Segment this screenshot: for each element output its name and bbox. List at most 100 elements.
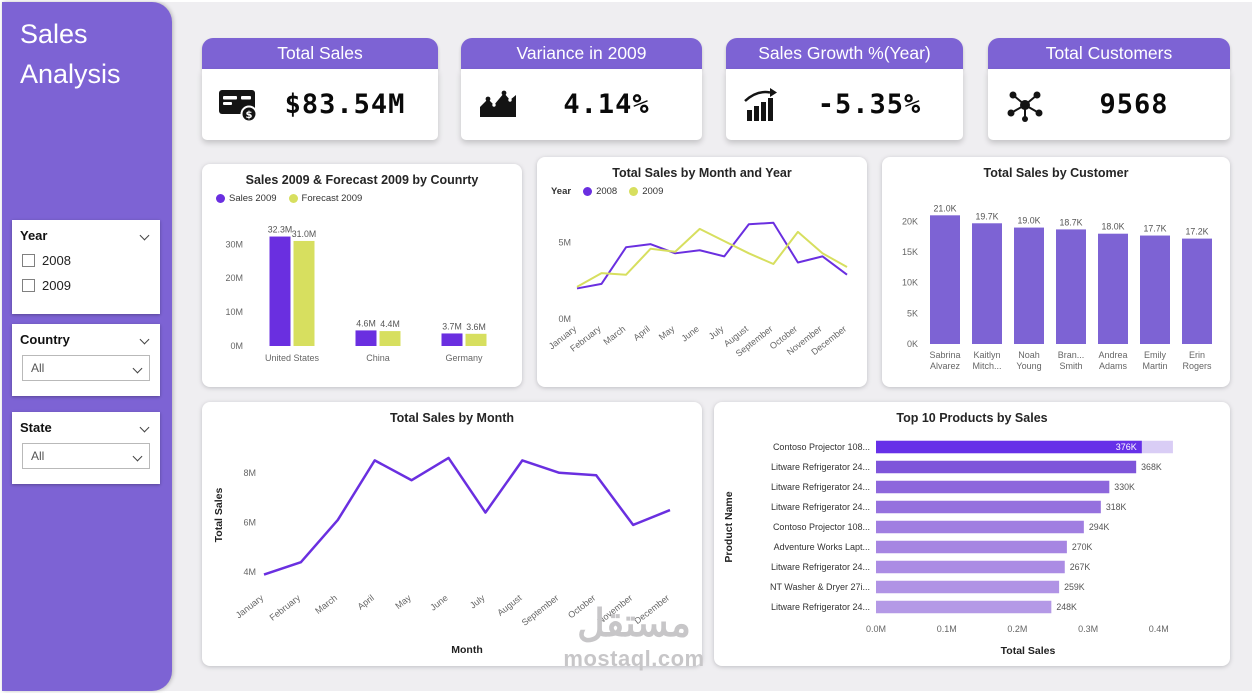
svg-text:Sabrina: Sabrina	[929, 350, 960, 360]
kpi-body: -5.35%	[726, 69, 963, 140]
kpi-card-total-customers: Total Customers	[988, 38, 1230, 140]
legend-item-sales-2009[interactable]: Sales 2009	[216, 193, 277, 204]
report-title: Sales Analysis	[20, 19, 121, 89]
svg-text:$: $	[246, 109, 253, 120]
country-slicer-header: Country	[12, 324, 160, 352]
chart-title: Top 10 Products by Sales	[896, 411, 1048, 425]
svg-text:Litware Refrigerator 24...: Litware Refrigerator 24...	[771, 502, 870, 512]
kpi-title: Variance in 2009	[461, 38, 702, 69]
svg-text:Emily: Emily	[1144, 350, 1166, 360]
legend-dot	[583, 187, 593, 196]
svg-text:Litware Refrigerator 24...: Litware Refrigerator 24...	[771, 562, 870, 572]
svg-text:March: March	[313, 593, 339, 616]
chevron-down-icon	[132, 451, 143, 461]
svg-text:Total Sales: Total Sales	[1001, 645, 1056, 657]
chart-panel-sales-by-customer: Total Sales by Customer 0K 5K 10K 15K 20K 21.…	[882, 157, 1230, 387]
svg-text:Product Name: Product Name	[723, 491, 735, 562]
legend-label: Sales 2009	[229, 193, 277, 204]
chart-title: Sales 2009 & Forecast 2009 by Counrty	[245, 173, 479, 187]
svg-text:0.2M: 0.2M	[1007, 624, 1027, 634]
svg-text:July: July	[707, 323, 726, 341]
state-slicer-header: State	[12, 412, 160, 440]
svg-text:Adams: Adams	[1099, 361, 1128, 371]
svg-text:Rogers: Rogers	[1182, 361, 1212, 371]
svg-text:4M: 4M	[243, 567, 256, 577]
svg-text:10K: 10K	[902, 278, 918, 288]
svg-text:Litware Refrigerator 24...: Litware Refrigerator 24...	[771, 602, 870, 612]
legend-title: Year	[551, 186, 572, 197]
checkbox-2009-label: 2009	[42, 278, 71, 293]
svg-text:330K: 330K	[1114, 482, 1135, 492]
legend-item-forecast-2009[interactable]: Forecast 2009	[288, 193, 362, 204]
kpi-value: $83.54M	[284, 89, 406, 120]
svg-text:0.4M: 0.4M	[1149, 624, 1169, 634]
kpi-body: $ $83.54M	[202, 69, 438, 140]
svg-text:Alvarez: Alvarez	[930, 361, 961, 371]
svg-text:Erin: Erin	[1189, 350, 1205, 360]
svg-text:20M: 20M	[225, 273, 243, 283]
chevron-down-icon[interactable]	[139, 422, 150, 433]
svg-text:17.7K: 17.7K	[1144, 224, 1167, 234]
svg-text:368K: 368K	[1141, 462, 1162, 472]
country-dropdown[interactable]: All	[22, 355, 150, 381]
country-slicer-label: Country	[20, 332, 70, 347]
state-slicer-label: State	[20, 420, 52, 435]
svg-text:February: February	[268, 592, 303, 622]
chevron-down-icon[interactable]	[139, 230, 150, 241]
chart-panel-sales-by-month-year: Total Sales by Month and Year Year 2008 …	[537, 157, 867, 387]
sidebar: Sales Analysis Year 2008 2009 Country Al…	[2, 2, 172, 691]
state-dropdown[interactable]: All	[22, 443, 150, 469]
svg-text:Contoso Projector 108...: Contoso Projector 108...	[773, 442, 870, 452]
svg-text:248K: 248K	[1056, 602, 1077, 612]
country-dropdown-value: All	[31, 361, 45, 375]
svg-text:10M: 10M	[225, 307, 243, 317]
checkbox-2008[interactable]	[22, 254, 35, 267]
svg-text:5M: 5M	[558, 238, 571, 248]
credit-card-dollar-icon: $	[214, 86, 264, 124]
legend-item-2008[interactable]: 2008	[583, 186, 617, 197]
checkbox-2009[interactable]	[22, 279, 35, 292]
svg-text:September: September	[520, 593, 561, 628]
kpi-card-variance-2009: Variance in 2009 4.14%	[461, 38, 702, 140]
svg-text:Month: Month	[451, 644, 483, 656]
svg-text:32.3M: 32.3M	[268, 225, 292, 235]
svg-text:5K: 5K	[907, 308, 918, 318]
svg-text:294K: 294K	[1089, 522, 1110, 532]
svg-text:Smith: Smith	[1059, 361, 1082, 371]
kpi-card-sales-growth: Sales Growth %(Year) -5.35%	[726, 38, 963, 140]
kpi-value: 9568	[1099, 89, 1169, 120]
state-dropdown-value: All	[31, 449, 45, 463]
kpi-card-total-sales: Total Sales $ $83.54M	[202, 38, 438, 140]
legend-item-2009[interactable]: 2009	[629, 186, 663, 197]
legend-dot	[288, 194, 298, 203]
top-products-chart[interactable]: 0.0M 0.1M 0.2M 0.3M 0.4M 376K Contoso Projecto…	[720, 429, 1224, 659]
svg-text:267K: 267K	[1070, 562, 1091, 572]
chevron-down-icon[interactable]	[139, 334, 150, 345]
svg-text:15K: 15K	[902, 247, 918, 257]
svg-text:Germany: Germany	[445, 353, 483, 363]
svg-text:4.4M: 4.4M	[380, 319, 400, 329]
kpi-body: 9568	[988, 69, 1230, 140]
svg-text:Kaitlyn: Kaitlyn	[973, 350, 1000, 360]
svg-text:259K: 259K	[1064, 582, 1085, 592]
year-option-2008[interactable]: 2008	[12, 248, 160, 273]
kpi-value: -5.35%	[817, 89, 922, 120]
svg-text:8M: 8M	[243, 468, 256, 478]
year-option-2009[interactable]: 2009	[12, 273, 160, 298]
legend-dot	[629, 187, 639, 196]
svg-text:18.7K: 18.7K	[1060, 217, 1083, 227]
chart-legend: Year 2008 2009	[537, 180, 867, 197]
sales-by-month-chart[interactable]: 4M 6M 8M January February March April May June Ju…	[208, 429, 696, 661]
svg-text:January: January	[234, 592, 266, 620]
sales-forecast-by-country-chart[interactable]: 0M 10M 20M 30M 32.3M 31.0M United States 4.6M 4.…	[209, 208, 515, 376]
bar-growth-icon	[738, 87, 788, 123]
svg-text:4.6M: 4.6M	[356, 318, 376, 328]
chart-title: Total Sales by Month and Year	[612, 166, 792, 180]
chart-title: Total Sales by Customer	[983, 166, 1129, 180]
legend-dot	[216, 194, 225, 203]
svg-text:31.0M: 31.0M	[292, 229, 316, 239]
svg-text:19.7K: 19.7K	[976, 211, 999, 221]
svg-text:Contoso Projector 108...: Contoso Projector 108...	[773, 522, 870, 532]
